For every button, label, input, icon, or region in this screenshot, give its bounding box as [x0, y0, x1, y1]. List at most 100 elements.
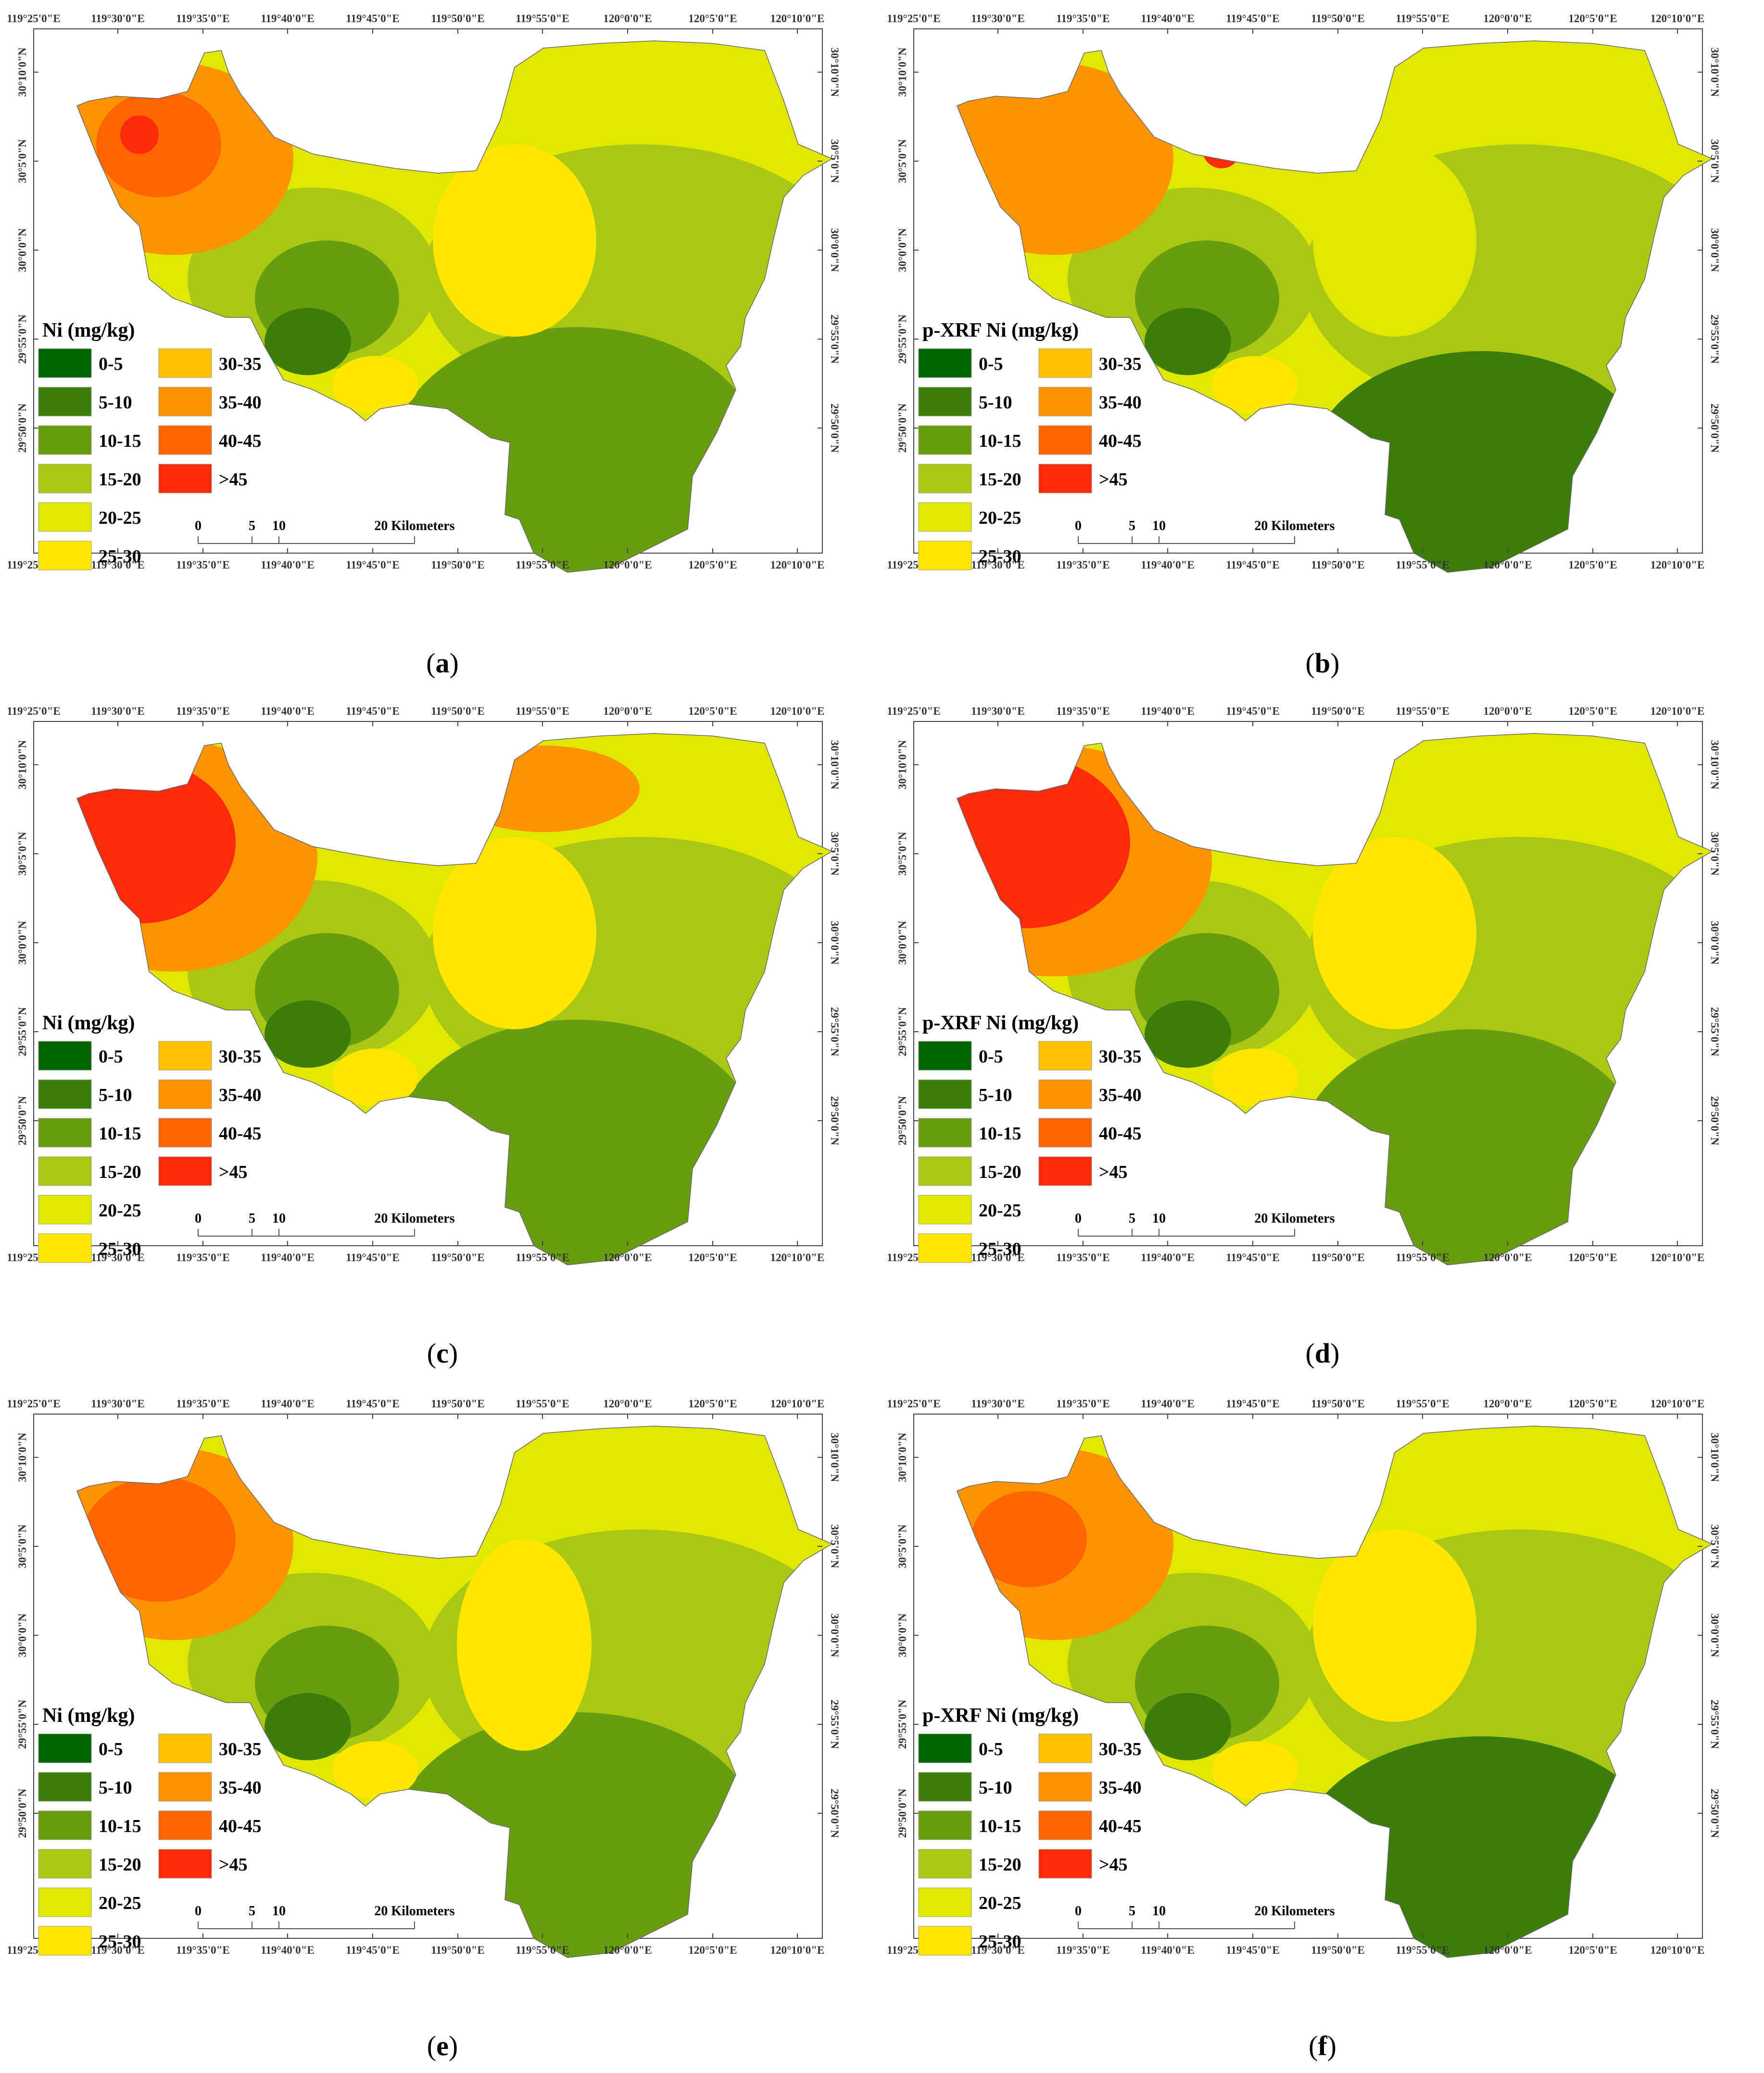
- lon-tick-bottom: 119°50'0"E: [1311, 559, 1364, 571]
- lon-tick-top: 119°35'0"E: [176, 1398, 229, 1410]
- lat-tick-right: 29°55'0"N: [829, 315, 841, 364]
- study-area-outline: [957, 40, 1713, 573]
- legend-label: 10-15: [99, 1124, 141, 1144]
- lat-tick-left: 30°10'0"N: [16, 740, 28, 789]
- lon-tick-top: 119°25'0"E: [7, 705, 60, 717]
- concentration-zone-10: [332, 1049, 418, 1106]
- legend-label: 40-45: [219, 1816, 262, 1836]
- legend-label: 15-20: [99, 1162, 141, 1182]
- lon-tick-top: 119°45'0"E: [1226, 13, 1279, 25]
- legend: p-XRF Ni (mg/kg) 0-5 5-10 10-15 15-20 20-25 25…: [918, 1012, 1142, 1263]
- legend-swatch: [158, 1810, 212, 1840]
- legend-label: 5-10: [979, 1778, 1012, 1798]
- legend-swatch: [38, 1233, 92, 1263]
- lon-tick-bottom: 119°55'0"E: [516, 1251, 569, 1264]
- legend: Ni (mg/kg) 0-5 5-10 10-15 15-20 20-25 25-30 30-…: [38, 1012, 262, 1263]
- study-area-outline: [76, 1426, 833, 1958]
- lon-tick-bottom: 120°5'0"E: [1568, 1944, 1617, 1956]
- concentration-zone-8: [96, 91, 221, 197]
- legend-swatch: [918, 1772, 972, 1802]
- map-panel-f: 119°25'0"E 119°25'0"E 119°30'0"E 119°30'0"E…: [887, 1395, 1751, 1972]
- concentration-zone-10: [332, 356, 418, 414]
- map-svg: 119°25'0"E119°25'0"E119°30'0"E119°30'0"E…: [7, 705, 841, 1265]
- lat-tick-left: 29°50'0"N: [16, 1096, 28, 1145]
- lon-tick-bottom: 120°5'0"E: [688, 1944, 737, 1956]
- lon-tick-bottom: 120°5'0"E: [688, 559, 737, 571]
- legend-swatch: [158, 1772, 212, 1802]
- lon-tick-top: 119°50'0"E: [431, 13, 484, 25]
- lon-tick-top: 119°30'0"E: [971, 13, 1024, 25]
- lon-tick-top: 119°50'0"E: [431, 1398, 484, 1410]
- legend-label: 35-40: [1099, 1778, 1142, 1798]
- lat-tick-right: 30°5'0"N: [1709, 832, 1721, 876]
- legend-label: 5-10: [979, 392, 1012, 413]
- lon-tick-bottom: 119°45'0"E: [346, 1944, 399, 1956]
- legend-label: 20-25: [979, 508, 1021, 528]
- legend-swatch: [918, 1887, 972, 1917]
- legend-label: 0-5: [979, 354, 1003, 374]
- scale-label: 5: [249, 1904, 255, 1919]
- legend-label: 10-15: [99, 431, 141, 451]
- lat-tick-right: 29°50'0"N: [1709, 1789, 1721, 1838]
- legend-swatch: [918, 348, 972, 378]
- lat-tick-right: 29°55'0"N: [1709, 315, 1721, 364]
- legend: p-XRF Ni (mg/kg) 0-5 5-10 10-15 15-20 20-25 25…: [918, 1705, 1142, 1956]
- lon-tick-bottom: 120°5'0"E: [1568, 559, 1617, 571]
- lat-tick-left: 30°5'0"N: [16, 139, 28, 183]
- legend-swatch: [38, 502, 92, 532]
- lon-tick-bottom: 119°30'0"E: [971, 1944, 1024, 1956]
- lon-tick-bottom: 120°10'0"E: [1651, 559, 1705, 571]
- lat-tick-right: 29°50'0"N: [829, 404, 841, 453]
- lon-tick-bottom: 119°55'0"E: [1396, 559, 1449, 571]
- scale-label: 0: [1075, 1211, 1082, 1226]
- lon-tick-top: 120°0'0"E: [1483, 13, 1532, 25]
- lon-tick-top: 119°25'0"E: [7, 1398, 60, 1410]
- legend-label: 15-20: [979, 1855, 1021, 1875]
- lon-tick-bottom: 119°40'0"E: [261, 559, 314, 571]
- lat-tick-right: 30°0'0"N: [1709, 1614, 1721, 1657]
- legend-label: 20-25: [979, 1893, 1021, 1913]
- lon-tick-top: 119°50'0"E: [1311, 1398, 1364, 1410]
- legend-swatch: [158, 1079, 212, 1109]
- map-panel-a: 119°25'0"E 119°25'0"E 119°30'0"E 119°30'0"E…: [7, 10, 870, 587]
- scale-label: 0: [195, 518, 202, 533]
- legend-label: 40-45: [1099, 1816, 1142, 1836]
- lon-tick-top: 120°5'0"E: [688, 705, 737, 717]
- scale-bar: 0 5 10 20 Kilometers: [195, 518, 455, 544]
- legend-label: 15-20: [979, 469, 1021, 490]
- concentration-zone-6: [1313, 144, 1476, 337]
- legend-swatch: [1038, 1772, 1092, 1802]
- lon-tick-top: 119°30'0"E: [91, 13, 144, 25]
- lon-tick-bottom: 119°45'0"E: [346, 1251, 399, 1264]
- map-svg: 119°25'0"E119°25'0"E119°30'0"E119°30'0"E…: [7, 13, 841, 573]
- legend-label: 35-40: [219, 392, 262, 413]
- scale-label: 5: [1129, 518, 1135, 533]
- legend-swatch: [158, 1041, 212, 1071]
- legend-label: >45: [1099, 1855, 1128, 1875]
- concentration-zone-10: [1212, 1741, 1298, 1799]
- lon-tick-top: 119°55'0"E: [1396, 705, 1449, 717]
- lon-tick-bottom: 120°10'0"E: [1651, 1251, 1705, 1264]
- scale-label: 0: [1075, 518, 1082, 533]
- lon-tick-top: 119°30'0"E: [91, 1398, 144, 1410]
- lat-tick-left: 30°0'0"N: [896, 228, 908, 272]
- legend-label: 20-25: [979, 1201, 1021, 1221]
- legend-swatch: [38, 1887, 92, 1917]
- legend-label: 25-30: [979, 1239, 1021, 1259]
- lat-tick-right: 30°10'0"N: [1709, 48, 1721, 97]
- lon-tick-bottom: 119°35'0"E: [1056, 1944, 1109, 1956]
- lon-tick-bottom: 120°0'0"E: [603, 1944, 652, 1956]
- scale-unit: 20 Kilometers: [1254, 518, 1335, 533]
- concentration-zone-6: [1313, 837, 1476, 1029]
- lat-tick-left: 30°0'0"N: [16, 228, 28, 272]
- legend-label: 20-25: [99, 1893, 141, 1913]
- legend-swatch: [918, 1810, 972, 1840]
- legend-swatch: [38, 1041, 92, 1071]
- lon-tick-bottom: 119°40'0"E: [1141, 559, 1194, 571]
- scale-label: 10: [272, 1211, 286, 1226]
- map-svg: 119°25'0"E119°25'0"E119°30'0"E119°30'0"E…: [887, 705, 1721, 1265]
- legend-swatch: [1038, 1156, 1092, 1186]
- lon-tick-bottom: 119°55'0"E: [516, 559, 569, 571]
- legend-swatch: [158, 464, 212, 493]
- legend-swatch: [918, 464, 972, 493]
